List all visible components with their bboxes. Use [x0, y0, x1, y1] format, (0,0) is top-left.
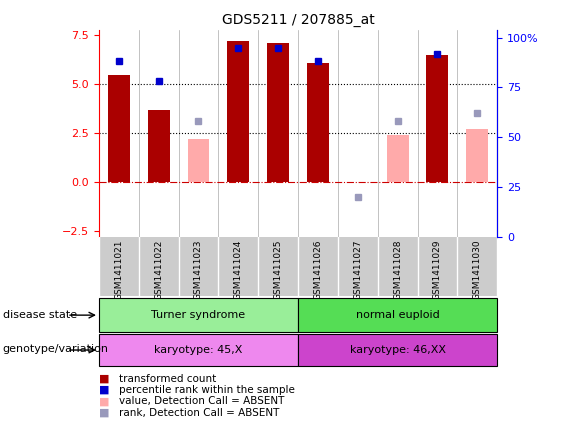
- Bar: [307, 63, 329, 182]
- Text: genotype/variation: genotype/variation: [3, 344, 109, 354]
- Text: karyotype: 46,XX: karyotype: 46,XX: [350, 345, 446, 355]
- Text: GSM1411026: GSM1411026: [314, 240, 323, 300]
- Bar: [147, 110, 170, 182]
- Text: GSM1411024: GSM1411024: [234, 240, 243, 300]
- Text: rank, Detection Call = ABSENT: rank, Detection Call = ABSENT: [119, 408, 279, 418]
- Text: ■: ■: [99, 385, 110, 395]
- Text: GSM1411022: GSM1411022: [154, 240, 163, 300]
- Text: GSM1411028: GSM1411028: [393, 240, 402, 300]
- Text: ■: ■: [99, 396, 110, 407]
- Bar: [108, 74, 130, 182]
- Bar: [99, 334, 298, 366]
- Text: normal euploid: normal euploid: [356, 310, 440, 320]
- Text: GSM1411021: GSM1411021: [114, 240, 123, 300]
- Bar: [188, 139, 210, 182]
- Text: Turner syndrome: Turner syndrome: [151, 310, 246, 320]
- Text: GSM1411025: GSM1411025: [273, 240, 282, 300]
- Bar: [298, 334, 497, 366]
- Text: ■: ■: [99, 408, 110, 418]
- Text: GSM1411029: GSM1411029: [433, 240, 442, 300]
- Text: karyotype: 45,X: karyotype: 45,X: [154, 345, 242, 355]
- Text: GSM1411030: GSM1411030: [473, 240, 482, 300]
- Text: ■: ■: [99, 374, 110, 384]
- Bar: [427, 55, 449, 182]
- Bar: [99, 298, 298, 332]
- Title: GDS5211 / 207885_at: GDS5211 / 207885_at: [221, 13, 375, 27]
- Text: value, Detection Call = ABSENT: value, Detection Call = ABSENT: [119, 396, 284, 407]
- Text: GSM1411027: GSM1411027: [353, 240, 362, 300]
- Text: transformed count: transformed count: [119, 374, 216, 384]
- Bar: [466, 129, 488, 182]
- Text: GSM1411023: GSM1411023: [194, 240, 203, 300]
- Bar: [227, 41, 249, 182]
- Bar: [267, 43, 289, 182]
- Bar: [386, 135, 408, 182]
- Text: percentile rank within the sample: percentile rank within the sample: [119, 385, 294, 395]
- Bar: [298, 298, 497, 332]
- Text: disease state: disease state: [3, 310, 77, 320]
